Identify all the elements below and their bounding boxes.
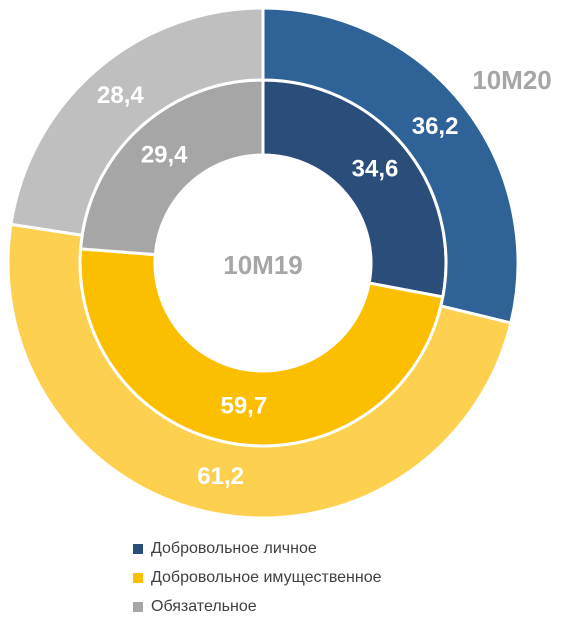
legend-label: Обязательное <box>151 598 257 615</box>
legend-swatch <box>133 602 143 612</box>
data-label: 61,2 <box>197 463 244 490</box>
data-label: 28,4 <box>97 82 144 109</box>
series-label: 10M20 <box>472 65 552 95</box>
data-label: 34,6 <box>352 155 399 182</box>
legend-swatch <box>133 573 143 583</box>
slice <box>9 6 265 237</box>
data-label: 29,4 <box>141 142 188 169</box>
legend-label: Добровольное личное <box>151 540 317 557</box>
data-label: 36,2 <box>412 113 459 140</box>
data-label: 59,7 <box>220 393 267 420</box>
slice <box>261 6 520 325</box>
series-label: 10M19 <box>223 250 303 280</box>
slice <box>6 222 513 520</box>
legend-label: Добровольное имущественное <box>151 569 382 586</box>
legend-swatch <box>133 544 143 554</box>
